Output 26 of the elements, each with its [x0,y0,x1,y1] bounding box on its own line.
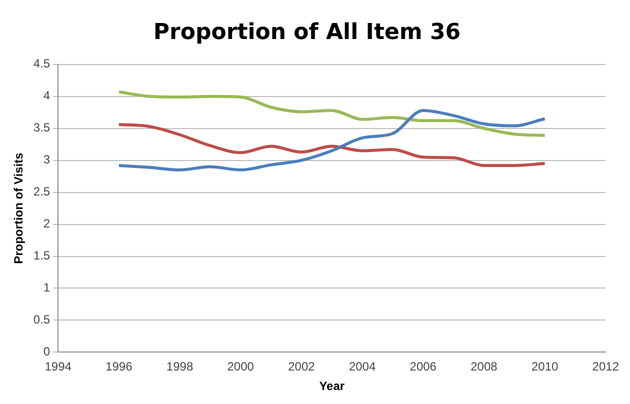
x-axis-title: Year [319,379,345,394]
y-axis-title: Proportion of Visits [12,152,26,264]
x-tick-label: 1996 [106,360,133,374]
y-tick-label: 2.5 [33,184,50,199]
y-tick-label: 0.5 [33,312,50,327]
x-tick-label: 1998 [166,360,194,374]
x-tick-label: 2004 [348,360,376,374]
y-tick-label: 4 [43,88,50,103]
x-tick-label: 1994 [44,360,72,374]
x-tick-label: 2010 [531,360,558,374]
line-series [117,90,546,137]
y-tick-label: 3.5 [33,120,50,135]
y-tick-label: 2 [43,216,50,231]
y-tick-label: 4.5 [33,56,50,71]
x-tick-label: 2002 [288,360,316,374]
y-tick-label: 1 [43,280,50,295]
x-tick-label: 2000 [227,360,254,374]
y-tick-label: 3 [43,152,50,167]
y-tick-label: 0 [43,344,50,359]
x-tick-label: 2008 [470,360,498,374]
y-tick-label: 1.5 [33,248,50,263]
line-series [117,108,546,172]
line-series [117,123,546,167]
x-tick-label: 2006 [410,360,437,374]
x-tick-label: 2012 [592,360,620,374]
chart-title: Proportion of All Item 36 [153,20,461,45]
